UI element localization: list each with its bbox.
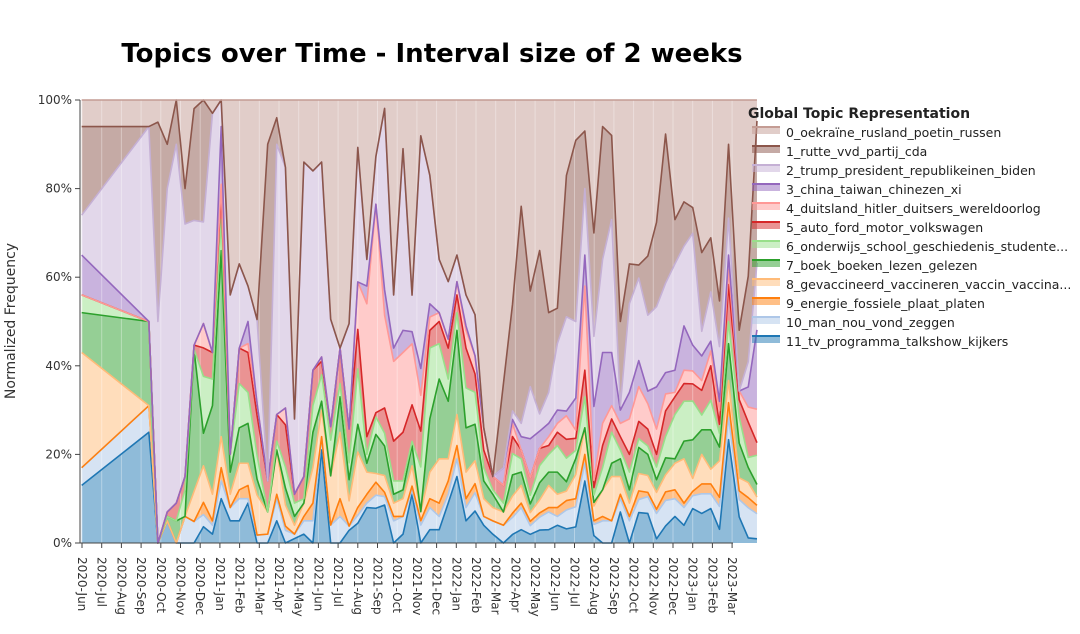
legend-swatch bbox=[752, 127, 780, 134]
legend-label: 6_onderwijs_school_geschiedenis_studente… bbox=[786, 239, 1068, 254]
x-tick-label: 2020-Oct bbox=[154, 557, 168, 613]
x-tick-label: 2022-Aug bbox=[587, 557, 601, 615]
x-tick-label: 2022-Jun bbox=[548, 557, 562, 611]
legend-item[interactable]: 8_gevaccineerd_vaccineren_vaccin_vaccina… bbox=[752, 277, 1071, 292]
x-tick-label: 2022-Nov bbox=[646, 557, 660, 615]
y-axis-label: Normalized Frequency bbox=[3, 243, 19, 399]
legend-label: 2_trump_president_republikeinen_biden bbox=[786, 163, 1036, 178]
plot-area: 0% 20% 40% 60% 80% 100% 2020-Jun 2020-Jul 2020-A… bbox=[38, 93, 758, 617]
legend-label: 5_auto_ford_motor_volkswagen bbox=[786, 220, 983, 235]
x-tick-label: 2022-Mar bbox=[489, 557, 503, 615]
legend-swatch bbox=[752, 184, 780, 191]
legend-label: 3_china_taiwan_chinezen_xi bbox=[786, 182, 962, 197]
x-tick-label: 2021-Jan bbox=[213, 557, 227, 611]
legend-item[interactable]: 0_oekraïne_rusland_poetin_russen bbox=[752, 125, 1001, 140]
y-tick-label: 40% bbox=[45, 359, 72, 373]
legend-swatch bbox=[752, 298, 780, 305]
line-series-5 bbox=[81, 218, 758, 544]
x-tick-label: 2022-Oct bbox=[627, 557, 641, 613]
x-tick-label: 2023-Jan bbox=[686, 557, 700, 611]
x-tick-label: 2021-Dec bbox=[430, 557, 444, 615]
series-lines bbox=[81, 99, 758, 544]
legend-swatch bbox=[752, 222, 780, 229]
x-tick-label: 2021-Jul bbox=[331, 557, 345, 607]
legend-label: 10_man_nou_vond_zeggen bbox=[786, 315, 955, 330]
legend-item[interactable]: 3_china_taiwan_chinezen_xi bbox=[752, 182, 962, 197]
area-series-5[interactable] bbox=[81, 219, 757, 544]
x-tick-label: 2023-Feb bbox=[705, 557, 719, 613]
chart-title: Topics over Time - Interval size of 2 we… bbox=[121, 39, 742, 69]
y-tick-label: 100% bbox=[38, 93, 72, 107]
x-tick-label: 2020-Jun bbox=[75, 557, 89, 611]
x-ticks: 2020-Jun 2020-Jul 2020-Aug 2020-Sep 2020-Oct… bbox=[75, 543, 739, 617]
legend-item[interactable]: 11_tv_programma_talkshow_kijkers bbox=[752, 334, 1008, 349]
x-tick-label: 2021-Jun bbox=[311, 557, 325, 611]
legend-swatch bbox=[752, 279, 780, 286]
x-tick-label: 2020-Sep bbox=[134, 557, 148, 615]
legend-label: 9_energie_fossiele_plaat_platen bbox=[786, 296, 985, 311]
legend-item[interactable]: 10_man_nou_vond_zeggen bbox=[752, 315, 955, 330]
x-tick-label: 2020-Aug bbox=[114, 557, 128, 615]
line-series-0 bbox=[81, 431, 758, 544]
x-tick-label: 2022-May bbox=[528, 557, 542, 617]
legend-swatch bbox=[752, 203, 780, 210]
legend: Global Topic Representation 0_oekraïne_r… bbox=[748, 106, 1071, 349]
x-tick-label: 2021-Feb bbox=[233, 557, 247, 613]
legend-label: 1_rutte_vvd_partij_cda bbox=[786, 144, 927, 159]
x-tick-label: 2022-Apr bbox=[508, 557, 522, 612]
x-tick-label: 2021-Oct bbox=[390, 557, 404, 613]
line-series-8 bbox=[81, 125, 758, 544]
legend-item[interactable]: 6_onderwijs_school_geschiedenis_studente… bbox=[752, 239, 1068, 254]
x-tick-label: 2020-Jul bbox=[95, 557, 109, 607]
y-tick-label: 80% bbox=[45, 182, 72, 196]
legend-item[interactable]: 2_trump_president_republikeinen_biden bbox=[752, 163, 1036, 178]
legend-label: 4_duitsland_hitler_duitsers_wereldoorlog bbox=[786, 201, 1041, 216]
line-series-1 bbox=[81, 404, 758, 544]
line-series-3 bbox=[81, 351, 758, 544]
legend-item[interactable]: 4_duitsland_hitler_duitsers_wereldoorlog bbox=[752, 201, 1041, 216]
legend-item[interactable]: 1_rutte_vvd_partij_cda bbox=[752, 144, 927, 159]
legend-item[interactable]: 9_energie_fossiele_plaat_platen bbox=[752, 296, 985, 311]
legend-label: 0_oekraïne_rusland_poetin_russen bbox=[786, 125, 1001, 140]
legend-swatch bbox=[752, 260, 780, 267]
x-tick-label: 2021-May bbox=[292, 557, 306, 617]
legend-swatch bbox=[752, 241, 780, 248]
legend-swatch bbox=[752, 146, 780, 153]
y-tick-label: 0% bbox=[53, 536, 72, 550]
legend-swatch bbox=[752, 165, 780, 172]
area-series-10[interactable] bbox=[81, 100, 757, 481]
x-tick-label: 2021-Mar bbox=[252, 557, 266, 615]
x-tick-label: 2022-Feb bbox=[469, 557, 483, 613]
x-tick-label: 2020-Nov bbox=[174, 557, 188, 615]
area-series-9[interactable] bbox=[81, 100, 757, 543]
line-series-4 bbox=[81, 249, 758, 544]
x-tick-label: 2022-Dec bbox=[666, 557, 680, 615]
x-tick-label: 2023-Mar bbox=[725, 557, 739, 615]
area-series-11[interactable] bbox=[81, 100, 757, 477]
x-tick-label: 2021-Nov bbox=[410, 557, 424, 615]
x-tick-label: 2020-Dec bbox=[193, 557, 207, 615]
legend-title: Global Topic Representation bbox=[748, 106, 970, 122]
y-ticks: 0% 20% 40% 60% 80% 100% bbox=[38, 93, 80, 550]
legend-swatch bbox=[752, 317, 780, 324]
legend-label: 8_gevaccineerd_vaccineren_vaccin_vaccina… bbox=[786, 277, 1071, 292]
legend-item[interactable]: 5_auto_ford_motor_volkswagen bbox=[752, 220, 983, 235]
x-tick-label: 2022-Sep bbox=[607, 557, 621, 615]
x-tick-label: 2022-Jan bbox=[449, 557, 463, 611]
legend-label: 7_boek_boeken_lezen_gelezen bbox=[786, 258, 977, 273]
y-tick-label: 60% bbox=[45, 270, 72, 284]
line-series-10 bbox=[81, 99, 758, 478]
legend-label: 11_tv_programma_talkshow_kijkers bbox=[786, 334, 1008, 349]
x-tick-label: 2021-Apr bbox=[272, 557, 286, 612]
x-tick-label: 2021-Sep bbox=[371, 557, 385, 615]
x-tick-label: 2022-Jul bbox=[568, 557, 582, 607]
x-tick-label: 2021-Aug bbox=[351, 557, 365, 615]
y-tick-label: 20% bbox=[45, 447, 72, 461]
legend-swatch bbox=[752, 336, 780, 343]
line-series-2 bbox=[81, 401, 758, 544]
line-series-6 bbox=[81, 192, 758, 544]
legend-item[interactable]: 7_boek_boeken_lezen_gelezen bbox=[752, 258, 977, 273]
